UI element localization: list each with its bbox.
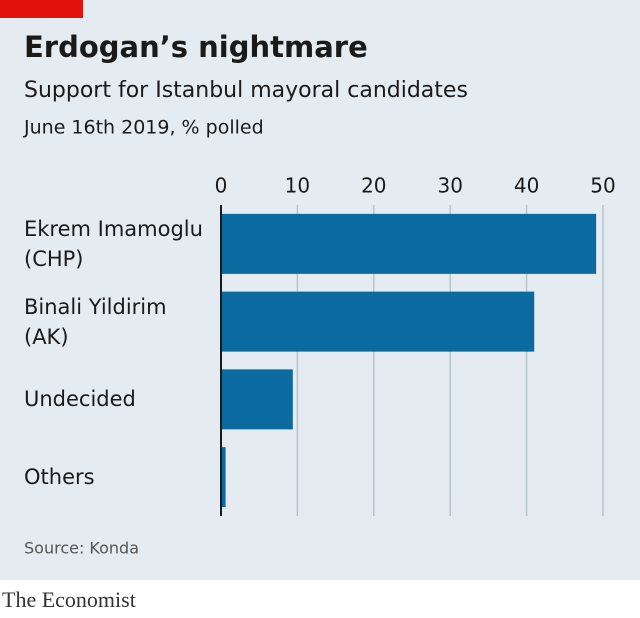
chart-title: Erdogan’s nightmare <box>24 30 368 64</box>
brand-tag <box>0 0 83 18</box>
x-tick-label: 50 <box>590 174 615 198</box>
background <box>0 0 640 580</box>
category-label: Ekrem Imamoglu (CHP) <box>24 216 203 271</box>
category-label: Undecided <box>24 387 136 412</box>
chart-subtitle: Support for Istanbul mayoral candidates <box>24 78 468 103</box>
x-tick-label: 30 <box>437 174 462 198</box>
bar <box>221 369 293 430</box>
category-label: Binali Yildirim (AK) <box>24 294 167 349</box>
x-tick-label: 20 <box>361 174 386 198</box>
chart-note: June 16th 2019, % polled <box>23 117 264 139</box>
x-tick-label: 0 <box>215 174 228 198</box>
bar <box>221 447 226 508</box>
bar <box>221 213 597 274</box>
x-tick-label: 40 <box>514 174 539 198</box>
bar <box>221 291 535 352</box>
source: Source: Konda <box>24 539 139 558</box>
x-tick-label: 10 <box>285 174 310 198</box>
category-label: Others <box>24 465 95 490</box>
brand: The Economist <box>2 587 136 612</box>
